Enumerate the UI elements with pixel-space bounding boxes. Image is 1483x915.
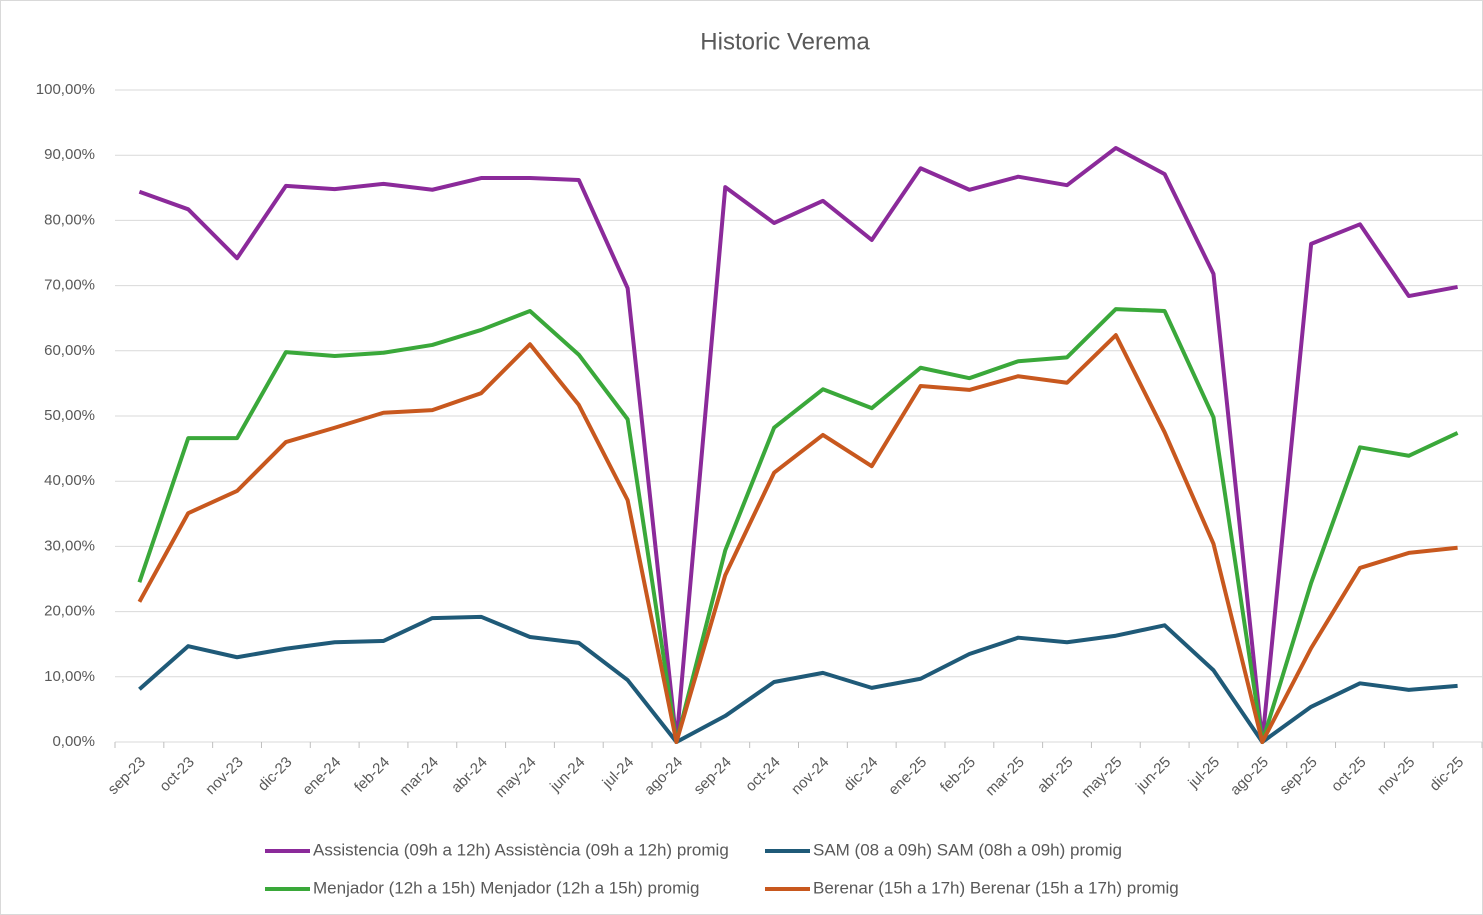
data-line	[138, 614, 1458, 744]
legend-label: Assistencia (09h a 12h) Assistència (09h…	[313, 840, 729, 859]
chart-title: Historic Verema	[700, 28, 870, 55]
y-tick-label: 0,00%	[52, 733, 95, 750]
y-tick-label: 10,00%	[44, 668, 95, 685]
y-tick-label: 80,00%	[44, 211, 95, 228]
y-tick-label: 50,00%	[44, 407, 95, 424]
y-tick-label: 100,00%	[36, 81, 95, 98]
y-tick-label: 60,00%	[44, 342, 95, 359]
y-tick-label: 30,00%	[44, 537, 95, 554]
y-tick-label: 90,00%	[44, 146, 95, 163]
y-tick-label: 40,00%	[44, 472, 95, 489]
data-line	[138, 146, 1458, 744]
y-tick-label: 20,00%	[44, 603, 95, 620]
data-line	[137, 333, 1458, 744]
y-tick-label: 70,00%	[44, 277, 95, 294]
legend-label: Menjador (12h a 15h) Menjador (12h a 15h…	[313, 878, 700, 897]
legend-label: SAM (08 a 09h) SAM (08h a 09h) promig	[813, 840, 1122, 859]
legend-label: Berenar (15h a 17h) Berenar (15h a 17h) …	[813, 878, 1179, 897]
data-line	[137, 307, 1459, 744]
